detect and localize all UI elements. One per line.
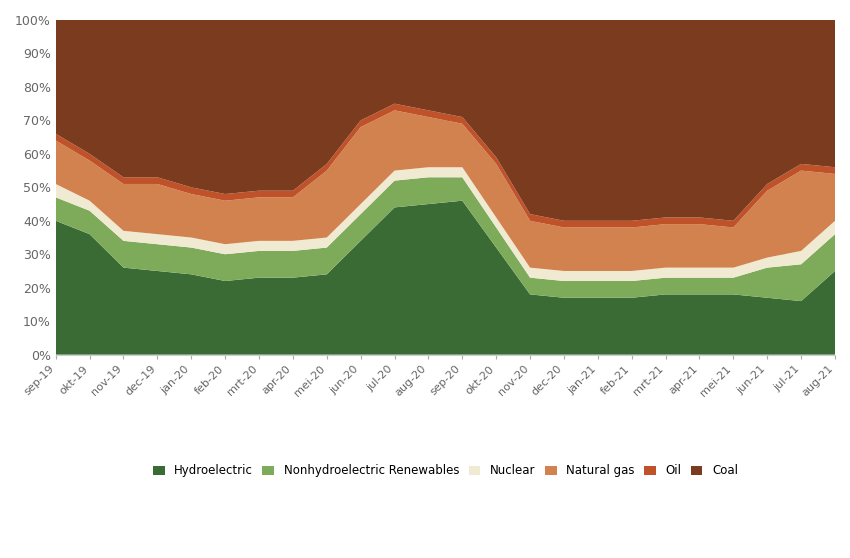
Legend: Hydroelectric, Nonhydroelectric Renewables, Nuclear, Natural gas, Oil, Coal: Hydroelectric, Nonhydroelectric Renewabl… [150, 461, 741, 481]
